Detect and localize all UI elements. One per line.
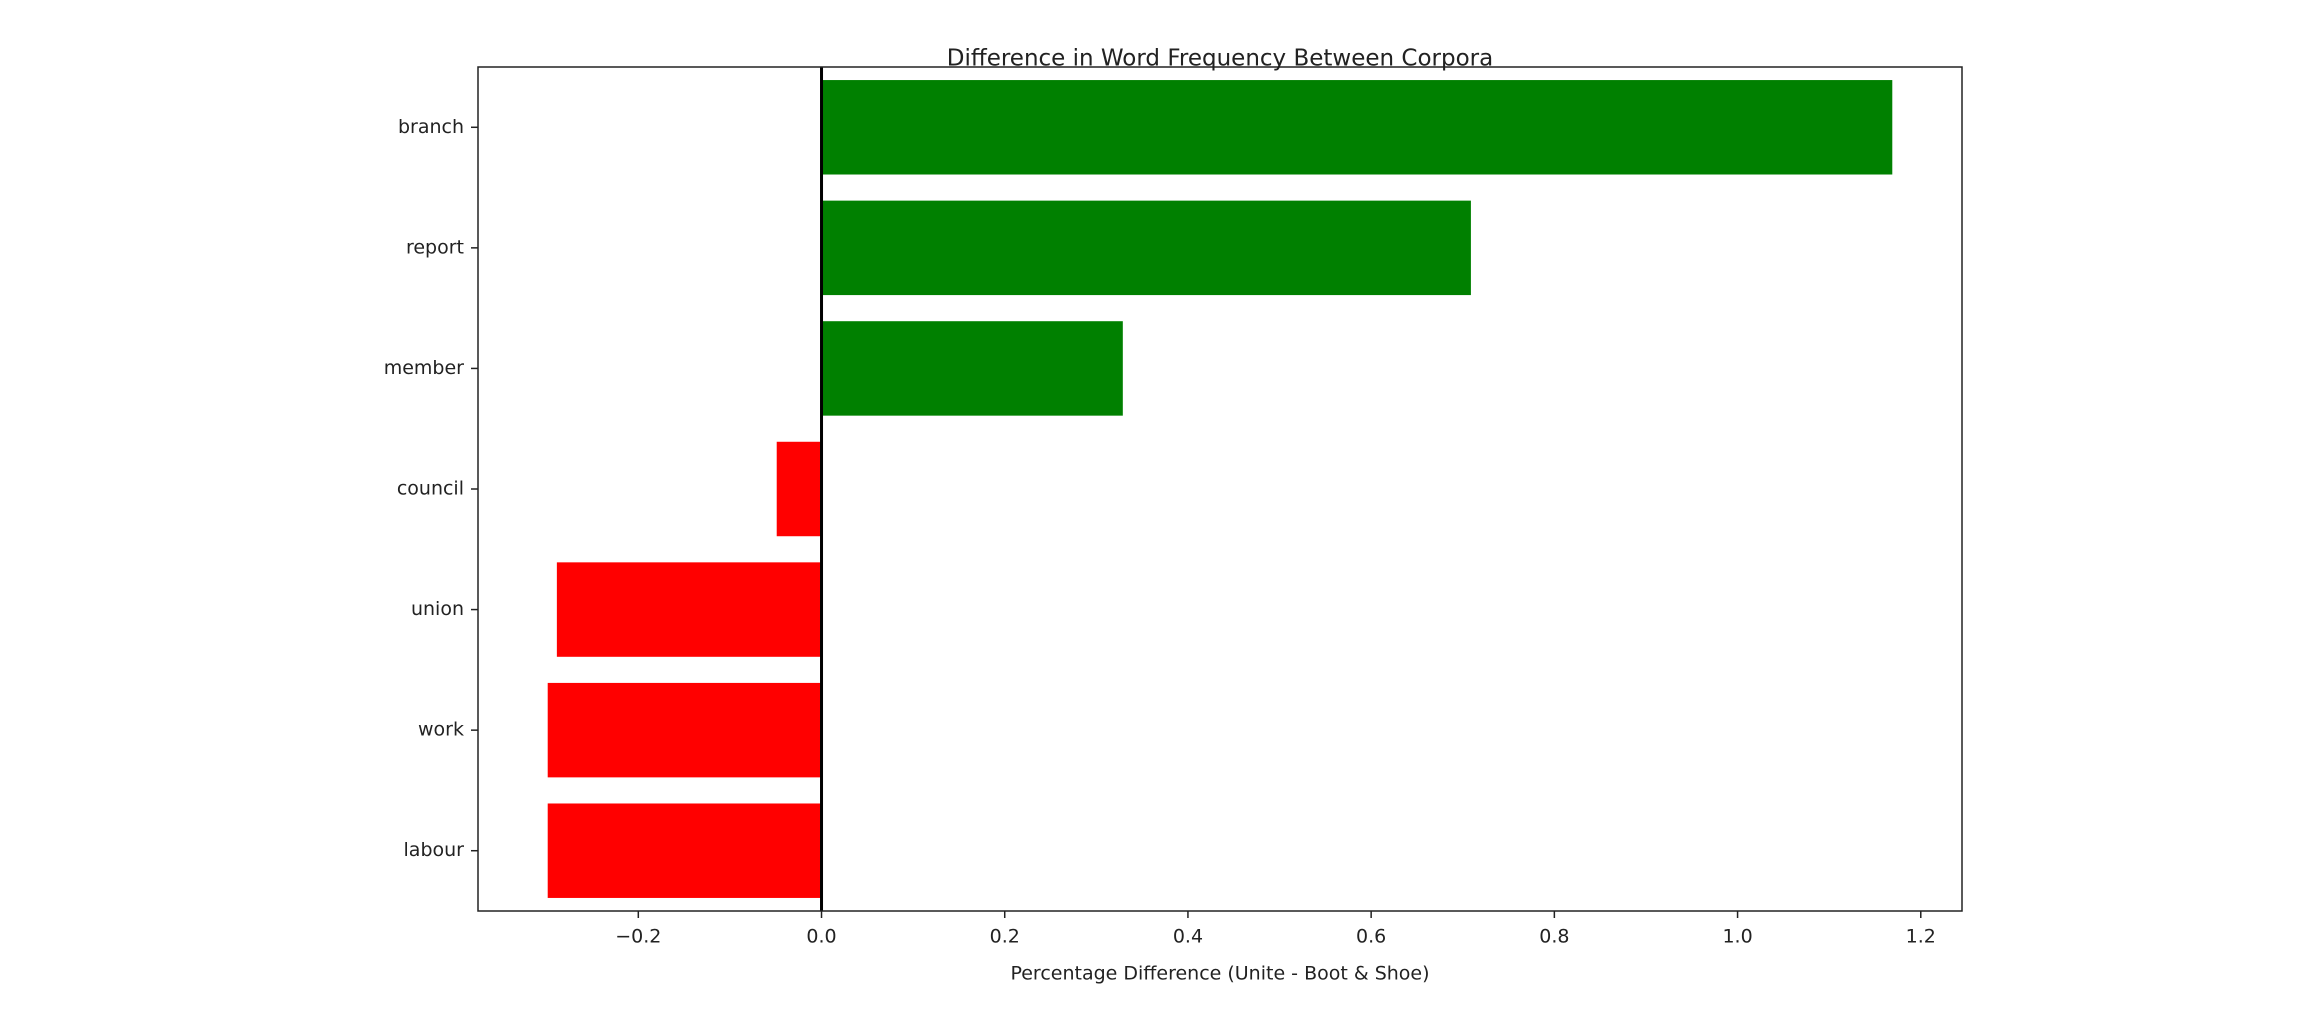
plot-frame xyxy=(477,66,1963,912)
y-tick-label: council xyxy=(397,478,464,500)
x-tick-label: 0.2 xyxy=(990,926,1020,948)
bar xyxy=(554,560,823,659)
y-tick-label: report xyxy=(406,236,464,258)
y-tick-label: member xyxy=(384,357,464,379)
y-tick-label: union xyxy=(411,598,464,620)
x-axis-label: Percentage Difference (Unite - Boot & Sh… xyxy=(1010,963,1429,985)
bar xyxy=(820,319,1125,418)
bar xyxy=(545,680,823,780)
x-tick-label: 1.2 xyxy=(1906,926,1936,948)
x-tick-label: 1.0 xyxy=(1722,926,1752,948)
y-tick-label: branch xyxy=(398,116,464,138)
x-tick-label: 0.8 xyxy=(1539,926,1569,948)
bar xyxy=(820,198,1473,298)
x-tick-label: 0.6 xyxy=(1356,926,1386,948)
bar xyxy=(820,78,1895,177)
x-tick-label: 0.0 xyxy=(806,926,836,948)
x-tick-label: −0.2 xyxy=(615,926,661,948)
x-tick-label: 0.4 xyxy=(1173,926,1203,948)
y-tick-label: labour xyxy=(404,839,465,861)
bar xyxy=(545,801,823,900)
y-tick-label: work xyxy=(418,719,464,741)
bar xyxy=(774,439,823,539)
